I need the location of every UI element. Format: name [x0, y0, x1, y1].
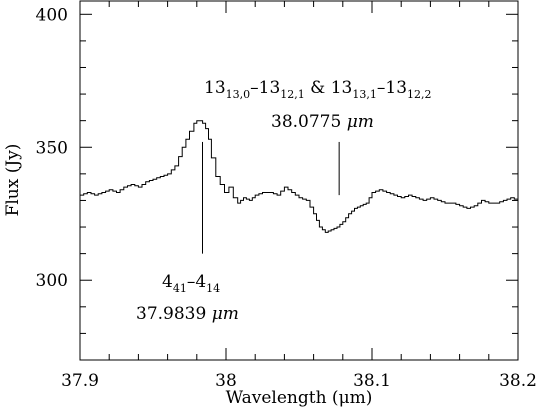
annotation-2-transition: 1313,0–1312,1 & 1313,1–1312,2: [204, 78, 432, 101]
annotation-1-transition: 441–414: [162, 272, 220, 295]
x-tick-label: 38.1: [353, 371, 391, 391]
x-tick-label: 38.2: [499, 371, 537, 391]
y-axis-label: Flux (Jy): [3, 144, 23, 217]
y-axis-tick-labels: 300 350 400: [36, 5, 68, 291]
annotation-2-wavelength: 38.0775 μm: [271, 112, 374, 132]
y-axis-ticks: [80, 13, 518, 334]
y-tick-label: 350: [36, 138, 68, 158]
plot-frame: [79, 0, 519, 361]
x-axis-ticks: [79, 1, 519, 360]
x-axis-label: Wavelength (μm): [226, 388, 373, 407]
annotation-1-wavelength: 37.9839 μm: [136, 304, 239, 324]
y-tick-label: 400: [36, 5, 68, 25]
x-axis-tick-labels: 37.9 38 38.1 38.2: [61, 371, 537, 391]
y-tick-label: 300: [36, 271, 68, 291]
spectrum-line: [80, 120, 519, 233]
annotation-lines: [201, 141, 340, 254]
x-tick-label: 38: [215, 371, 237, 391]
x-tick-label: 37.9: [61, 371, 99, 391]
